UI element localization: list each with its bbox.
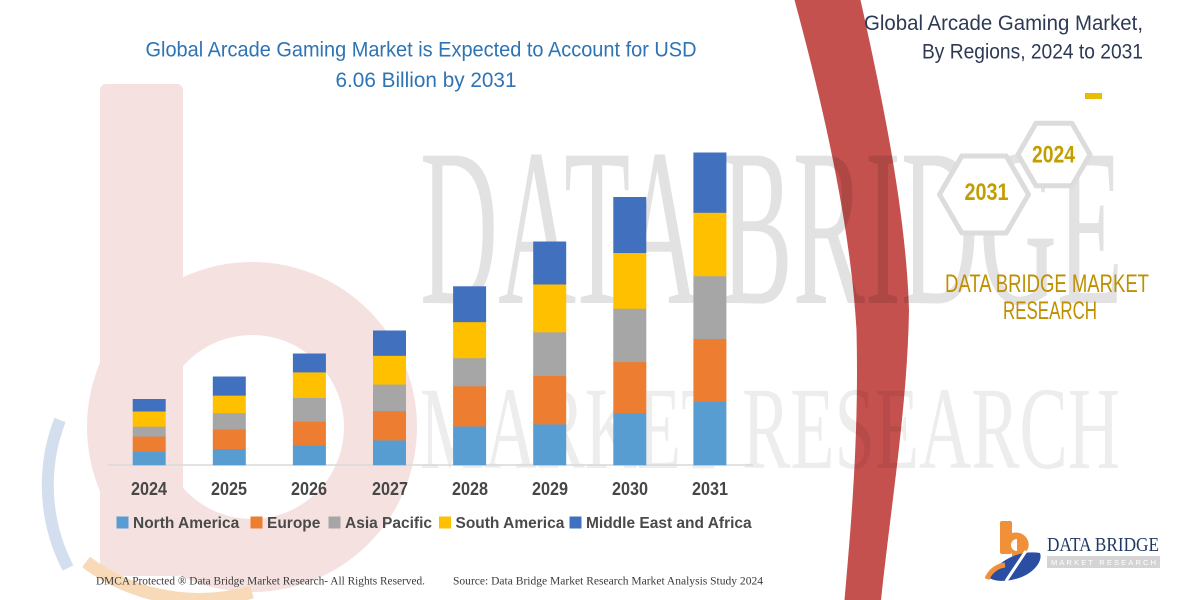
svg-text:Global Arcade Gaming Market is: Global Arcade Gaming Market is Expected … (146, 39, 697, 62)
svg-text:2031: 2031 (965, 179, 1009, 206)
svg-text:2028: 2028 (452, 479, 488, 499)
svg-text:MARKET RESEARCH: MARKET RESEARCH (420, 363, 1120, 494)
svg-text:2024: 2024 (1032, 142, 1076, 169)
svg-text:6.06 Billion by 2031: 6.06 Billion by 2031 (336, 69, 517, 92)
svg-text:MARKET RESEARCH: MARKET RESEARCH (1051, 558, 1156, 567)
svg-text:2025: 2025 (211, 479, 247, 499)
svg-text:2029: 2029 (532, 479, 568, 499)
svg-text:Middle East and Africa: Middle East and Africa (586, 515, 752, 532)
svg-text:By Regions, 2024 to 2031: By Regions, 2024 to 2031 (922, 41, 1143, 64)
svg-text:2027: 2027 (372, 479, 408, 499)
svg-text:North America: North America (133, 515, 240, 532)
svg-text:Europe: Europe (267, 515, 321, 532)
svg-text:2031: 2031 (692, 479, 728, 499)
svg-text:Source: Data Bridge Market Res: Source: Data Bridge Market Research Mark… (453, 574, 763, 588)
svg-text:RESEARCH: RESEARCH (1003, 297, 1097, 325)
svg-text:Asia Pacific: Asia Pacific (345, 515, 432, 532)
svg-text:DATA BRIDGE: DATA BRIDGE (1047, 534, 1159, 556)
svg-text:Global Arcade Gaming Market,: Global Arcade Gaming Market, (864, 12, 1143, 35)
svg-text:2026: 2026 (291, 479, 327, 499)
svg-text:South America: South America (456, 515, 565, 532)
svg-text:2024: 2024 (131, 479, 167, 499)
svg-text:DMCA Protected ® Data Bridge M: DMCA Protected ® Data Bridge Market Rese… (96, 574, 425, 588)
svg-text:DATA BRIDGE MARKET: DATA BRIDGE MARKET (945, 270, 1149, 298)
svg-text:2030: 2030 (612, 479, 648, 499)
